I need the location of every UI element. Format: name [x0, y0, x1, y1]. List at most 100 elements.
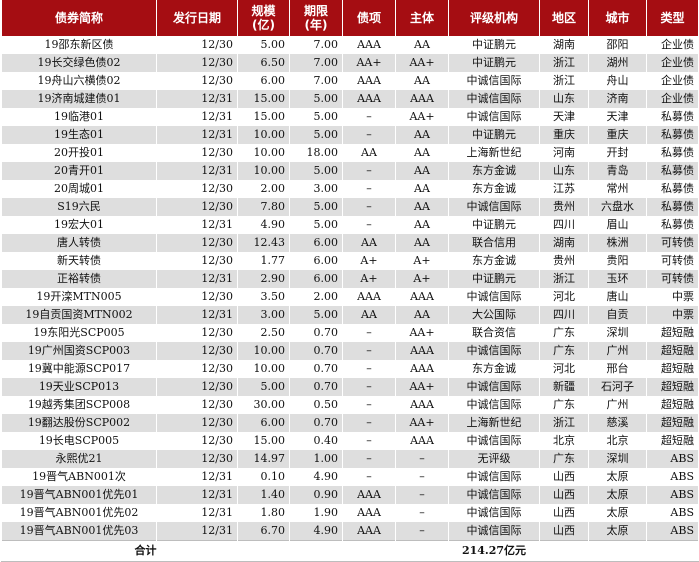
cell-bond-type: 可转债 — [646, 270, 699, 288]
cell-bond-name: 19济南城建债01 — [1, 90, 157, 108]
cell-issue-rating: – — [342, 126, 396, 144]
cell-issue-date: 12/30 — [156, 234, 238, 252]
cell-bond-name: 19广州国资SCP003 — [1, 342, 157, 360]
cell-bond-type: 超短融 — [646, 432, 699, 450]
cell-issue-rating: AAA — [342, 486, 396, 504]
table-row: 19邵东新区债 12/30 5.00 7.00 AAA AA 中证鹏元 湖南 邵阳 企业债 — [1, 36, 699, 54]
cell-issue-date: 12/31 — [156, 306, 238, 324]
table-row: 19长交绿色债02 12/30 6.50 7.00 AA+ AA+ 中证鹏元 浙江 湖州 企业债 — [1, 54, 699, 72]
cell-region: 湖南 — [539, 36, 589, 54]
cell-issuer-rating: AA — [395, 180, 449, 198]
cell-issue-date: 12/31 — [156, 108, 238, 126]
cell-issue-date: 12/31 — [156, 522, 238, 541]
cell-issue-date: 12/30 — [156, 432, 238, 450]
cell-issue-rating: AAA — [342, 72, 396, 90]
header-region: 地区 — [539, 0, 589, 36]
cell-bond-type: 超短融 — [646, 378, 699, 396]
cell-region: 北京 — [539, 432, 589, 450]
header-issue-date: 发行日期 — [156, 0, 238, 36]
header-term-line: 期限 — [303, 4, 328, 18]
header-size: 规模 (亿) — [237, 0, 290, 36]
cell-city: 开封 — [588, 144, 647, 162]
header-size-line: (亿) — [252, 18, 275, 32]
table-row: 19舟山六横债02 12/30 6.00 7.00 AAA AA 中诚信国际 浙江 舟山 企业债 — [1, 72, 699, 90]
cell-bond-type: 中票 — [646, 306, 699, 324]
cell-region: 天津 — [539, 108, 589, 126]
cell-rating-agency: 中诚信国际 — [448, 288, 540, 306]
cell-issue-date: 12/31 — [156, 270, 238, 288]
cell-bond-type: 私募债 — [646, 126, 699, 144]
table-row: 19生态01 12/31 10.00 5.00– AA 中证鹏元 重庆 重庆 私募债 — [1, 126, 699, 144]
cell-city: 石河子 — [588, 378, 647, 396]
table-header-row: 债券简称 发行日期 规模 (亿) 期限 (年) 债项 主体 评级机构 地区 城市 类型 — [1, 0, 699, 36]
cell-issue-date: 12/30 — [156, 396, 238, 414]
cell-term: 5.00 — [289, 90, 343, 108]
cell-city: 太原 — [588, 522, 647, 541]
cell-term: 0.40 — [289, 432, 343, 450]
cell-city: 六盘水 — [588, 198, 647, 216]
cell-size: 12.43 — [237, 234, 290, 252]
total-label: 合计 — [1, 540, 290, 562]
cell-term: 4.90 — [289, 468, 343, 486]
cell-bond-name: 19长交绿色债02 — [1, 54, 157, 72]
cell-region: 山西 — [539, 468, 589, 486]
cell-city: 唐山 — [588, 288, 647, 306]
cell-issuer-rating: – — [395, 522, 449, 541]
cell-term: 0.70 — [289, 324, 343, 342]
table-row: 19翻达股份SCP002 12/30 6.00 0.70– AA+ 上海新世纪 浙江 慈溪 超短… — [1, 414, 699, 432]
cell-issue-rating: AA — [342, 306, 396, 324]
cell-rating-agency: 中诚信国际 — [448, 198, 540, 216]
cell-issue-rating: – — [342, 162, 396, 180]
header-size-line: 规模 — [251, 4, 276, 18]
cell-bond-type: ABS — [646, 450, 699, 468]
header-issue-rating: 债项 — [342, 0, 396, 36]
table-row: 正裕转债 12/31 2.90 6.00 A+ A+ 中证鹏元 浙江 玉环 可转债 — [1, 270, 699, 288]
cell-rating-agency: 中诚信国际 — [448, 522, 540, 541]
cell-bond-type: 私募债 — [646, 144, 699, 162]
cell-issue-rating: – — [342, 468, 396, 486]
cell-rating-agency: 无评级 — [448, 450, 540, 468]
table-row: 19临港01 12/31 15.00 5.00– AA+ 中诚信国际 天津 天津 私募债 — [1, 108, 699, 126]
cell-bond-name: 20开投01 — [1, 144, 157, 162]
cell-issue-date: 12/31 — [156, 504, 238, 522]
cell-bond-type: 私募债 — [646, 198, 699, 216]
cell-bond-name: 19自贡国资MTN002 — [1, 306, 157, 324]
cell-size: 1.40 — [237, 486, 290, 504]
cell-bond-type: 可转债 — [646, 252, 699, 270]
cell-issue-date: 12/30 — [156, 324, 238, 342]
cell-issuer-rating: AAA — [395, 90, 449, 108]
table-row: 19广州国资SCP003 12/30 10.00 0.70– AAA 中诚信国际 广东 广州超… — [1, 342, 699, 360]
cell-region: 重庆 — [539, 126, 589, 144]
cell-size: 10.00 — [237, 162, 290, 180]
cell-bond-name: 永熙优21 — [1, 450, 157, 468]
cell-issue-date: 12/30 — [156, 36, 238, 54]
header-bond-type: 类型 — [646, 0, 699, 36]
cell-rating-agency: 联合资信 — [448, 324, 540, 342]
cell-region: 贵州 — [539, 198, 589, 216]
cell-bond-type: 企业债 — [646, 36, 699, 54]
cell-bond-type: 私募债 — [646, 108, 699, 126]
cell-term: 18.00 — [289, 144, 343, 162]
cell-rating-agency: 东方金诚 — [448, 180, 540, 198]
cell-city: 深圳 — [588, 324, 647, 342]
cell-term: 6.00 — [289, 234, 343, 252]
table-row: 19长电SCP005 12/30 15.00 0.40– AAA 中诚信国际 北京 北京 超短融 — [1, 432, 699, 450]
cell-term: 3.00 — [289, 180, 343, 198]
cell-bond-type: 私募债 — [646, 180, 699, 198]
cell-term: 5.00 — [289, 216, 343, 234]
cell-bond-name: 19晋气ABN001次 — [1, 468, 157, 486]
cell-rating-agency: 中诚信国际 — [448, 486, 540, 504]
cell-region: 四川 — [539, 216, 589, 234]
cell-city: 眉山 — [588, 216, 647, 234]
header-issuer-rating-line: 主体 — [409, 11, 434, 25]
cell-rating-agency: 中诚信国际 — [448, 90, 540, 108]
cell-region: 广东 — [539, 324, 589, 342]
cell-bond-name: 19东阳光SCP005 — [1, 324, 157, 342]
cell-term: 0.90 — [289, 486, 343, 504]
cell-bond-name: 20周城01 — [1, 180, 157, 198]
cell-size: 15.00 — [237, 90, 290, 108]
cell-bond-type: 超短融 — [646, 414, 699, 432]
cell-issue-rating: AA — [342, 144, 396, 162]
cell-issue-rating: AAA — [342, 522, 396, 541]
cell-issue-rating: AAA — [342, 504, 396, 522]
